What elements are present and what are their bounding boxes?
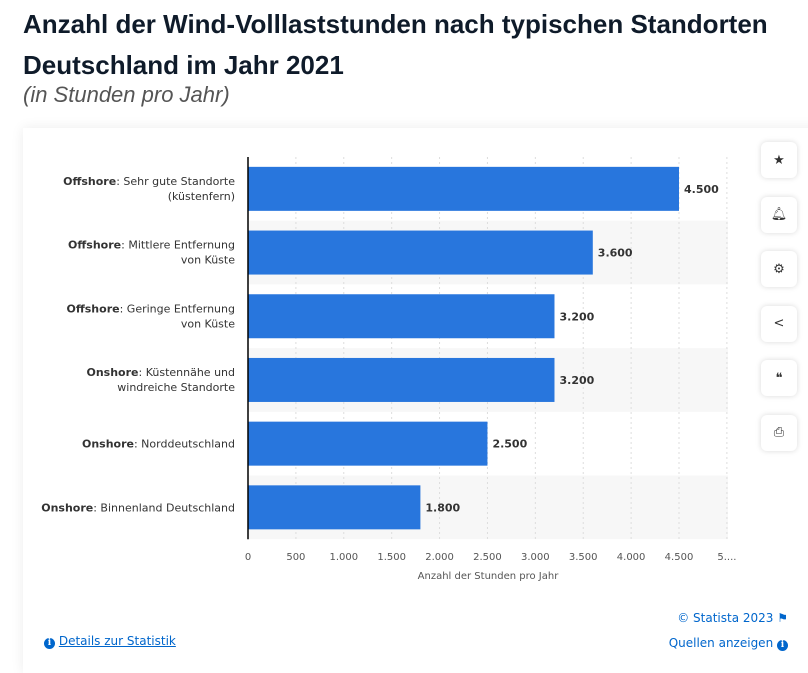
- bell-icon: 🔔︎: [770, 207, 788, 222]
- x-tick-label: 500: [286, 552, 305, 563]
- data-label: 3.200: [559, 310, 594, 323]
- star-button[interactable]: ★: [761, 142, 797, 178]
- x-tick-label: 0: [245, 552, 251, 563]
- category-label-line2: von Küste: [181, 317, 235, 330]
- x-tick-label: 2.000: [425, 552, 454, 563]
- print-icon: ⎙: [773, 425, 785, 440]
- chart-subtitle: (in Stunden pro Jahr): [23, 82, 230, 107]
- category-label: Onshore: Küstennähe und: [86, 366, 235, 379]
- category-label: Offshore: Geringe Entfernung: [67, 302, 236, 315]
- quote-button[interactable]: ❝: [761, 360, 797, 396]
- category-label-line2: windreiche Standorte: [117, 381, 235, 394]
- bar: [248, 485, 421, 530]
- data-label: 1.800: [425, 501, 460, 514]
- category-label: Offshore: Sehr gute Standorte: [63, 175, 235, 188]
- x-axis-title: Anzahl der Stunden pro Jahr: [418, 571, 560, 582]
- bar: [248, 357, 555, 402]
- info-icon: i: [777, 640, 788, 651]
- star-icon: ★: [773, 152, 785, 168]
- data-label: 4.500: [684, 183, 719, 196]
- quote-icon: ❝: [775, 370, 783, 386]
- info-icon: i: [44, 638, 55, 649]
- gear-icon: ⚙: [773, 261, 785, 277]
- data-label: 3.600: [598, 247, 633, 260]
- x-tick-label: 1.000: [329, 552, 358, 563]
- bar: [248, 166, 679, 211]
- copyright[interactable]: © Statista 2023 ⚑: [677, 611, 788, 625]
- category-label-line2: von Küste: [181, 254, 235, 267]
- bar: [248, 230, 593, 275]
- category-label: Offshore: Mittlere Entfernung: [68, 239, 235, 252]
- category-label: Onshore: Norddeutschland: [82, 438, 235, 451]
- print-button[interactable]: ⎙: [761, 414, 797, 451]
- x-tick-label: 4.000: [617, 552, 646, 563]
- bell-button[interactable]: 🔔︎: [761, 196, 797, 233]
- gear-button[interactable]: ⚙: [761, 251, 797, 287]
- x-tick-label: 3.500: [569, 552, 598, 563]
- chart-title: Anzahl der Wind-Volllaststunden nach typ…: [23, 9, 768, 80]
- data-label: 3.200: [559, 374, 594, 387]
- share-button[interactable]: <: [761, 305, 797, 342]
- x-tick-label: 2.500: [473, 552, 502, 563]
- data-label: 2.500: [492, 438, 527, 451]
- share-icon: <: [773, 316, 785, 331]
- flag-icon[interactable]: ⚑: [777, 611, 788, 625]
- category-label-line2: (küstenfern): [168, 190, 235, 203]
- category-label: Onshore: Binnenland Deutschland: [41, 501, 235, 514]
- sources-link[interactable]: Quellen anzeigen i: [669, 636, 788, 651]
- details-link[interactable]: i Details zur Statistik: [44, 634, 176, 649]
- x-tick-label: 5....: [717, 552, 736, 563]
- x-tick-label: 3.000: [521, 552, 550, 563]
- x-tick-label: 1.500: [377, 552, 406, 563]
- x-tick-label: 4.500: [665, 552, 694, 563]
- bar: [248, 294, 555, 339]
- bar: [248, 421, 488, 466]
